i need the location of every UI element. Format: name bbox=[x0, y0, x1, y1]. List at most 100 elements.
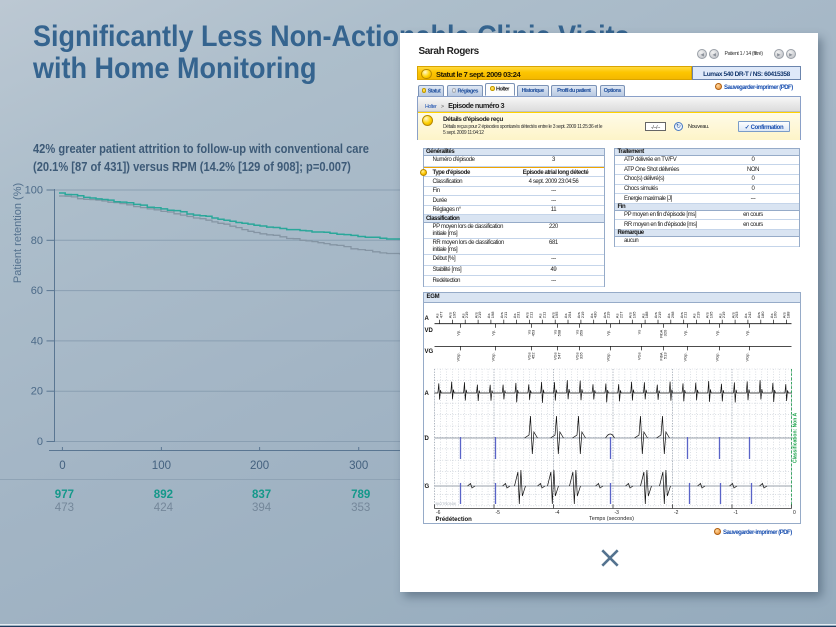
svg-text:Ars: Ars bbox=[473, 312, 478, 318]
svg-text:As: As bbox=[563, 314, 568, 319]
svg-text:Ars: Ars bbox=[524, 312, 529, 318]
svg-text:508: 508 bbox=[556, 329, 561, 336]
svg-text:Vp.: Vp. bbox=[455, 330, 460, 336]
svg-text:789: 789 bbox=[351, 489, 370, 501]
svg-text:219: 219 bbox=[695, 311, 700, 318]
svg-text:Temps (secondes): Temps (secondes) bbox=[589, 516, 634, 522]
svg-text:As: As bbox=[614, 314, 619, 319]
svg-text:452: 452 bbox=[530, 352, 535, 359]
svg-text:353: 353 bbox=[351, 502, 370, 514]
svg-text:359: 359 bbox=[578, 329, 583, 336]
svg-text:VGs: VGs bbox=[636, 352, 641, 360]
svg-text:-4: -4 bbox=[555, 510, 560, 516]
svg-text:Classification: Non A: Classification: Non A bbox=[792, 413, 798, 463]
svg-text:188: 188 bbox=[644, 311, 649, 318]
svg-text:180: 180 bbox=[759, 311, 764, 318]
svg-text:As: As bbox=[434, 314, 439, 319]
svg-text:Ars: Ars bbox=[678, 312, 683, 318]
svg-text:211: 211 bbox=[541, 311, 546, 318]
svg-text:198: 198 bbox=[489, 311, 494, 318]
svg-text:Ars: Ars bbox=[704, 312, 709, 318]
svg-text:195: 195 bbox=[554, 311, 559, 318]
svg-text:Vp.: Vp. bbox=[605, 330, 610, 336]
svg-text:326: 326 bbox=[578, 352, 583, 359]
svg-text:Ars: Ars bbox=[550, 312, 555, 318]
svg-text:Ars: Ars bbox=[730, 312, 735, 318]
svg-text:VGs: VGs bbox=[526, 352, 531, 360]
svg-text:As: As bbox=[640, 314, 645, 319]
svg-text:219: 219 bbox=[477, 311, 482, 318]
svg-text:231: 231 bbox=[515, 311, 520, 318]
svg-text:211: 211 bbox=[682, 311, 687, 318]
svg-text:219: 219 bbox=[721, 311, 726, 318]
svg-text:As: As bbox=[691, 314, 696, 319]
svg-text:219: 219 bbox=[605, 311, 610, 318]
svg-text:100: 100 bbox=[25, 185, 43, 197]
svg-text:VGp.: VGp. bbox=[744, 352, 749, 361]
svg-text:A: A bbox=[424, 316, 429, 322]
svg-text:60: 60 bbox=[31, 285, 43, 297]
svg-text:VGp.: VGp. bbox=[682, 352, 687, 361]
svg-text:227: 227 bbox=[618, 311, 623, 318]
svg-text:195: 195 bbox=[631, 311, 636, 318]
svg-text:As: As bbox=[717, 314, 722, 319]
svg-text:As: As bbox=[666, 314, 671, 319]
svg-text:195: 195 bbox=[451, 311, 456, 318]
svg-text:Ars: Ars bbox=[601, 312, 606, 318]
svg-text:188: 188 bbox=[785, 311, 790, 318]
svg-text:Vs: Vs bbox=[552, 330, 557, 335]
svg-text:-1: -1 bbox=[733, 510, 738, 516]
svg-text:211: 211 bbox=[528, 311, 533, 318]
svg-text:160: 160 bbox=[772, 311, 777, 318]
svg-text:100: 100 bbox=[152, 460, 171, 472]
svg-text:-3: -3 bbox=[614, 510, 619, 516]
svg-text:As: As bbox=[511, 314, 516, 319]
svg-text:298: 298 bbox=[669, 311, 674, 318]
svg-text:VGp.: VGp. bbox=[714, 352, 719, 361]
svg-text:20: 20 bbox=[31, 386, 43, 398]
svg-text:892: 892 bbox=[154, 489, 173, 501]
svg-text:Ars: Ars bbox=[447, 312, 452, 318]
svg-text:513: 513 bbox=[662, 352, 667, 359]
svg-text:-2: -2 bbox=[674, 510, 679, 516]
svg-text:219: 219 bbox=[657, 311, 662, 318]
svg-text:VGp.: VGp. bbox=[490, 352, 495, 361]
svg-text:VGp.: VGp. bbox=[455, 352, 460, 361]
svg-text:430: 430 bbox=[592, 311, 597, 318]
svg-text:254: 254 bbox=[567, 311, 572, 318]
svg-text:-5: -5 bbox=[495, 510, 500, 516]
svg-text:BIOTRONIK: BIOTRONIK bbox=[435, 502, 456, 506]
svg-text:837: 837 bbox=[252, 489, 271, 501]
svg-text:FibA: FibA bbox=[658, 329, 663, 338]
svg-text:40: 40 bbox=[31, 335, 43, 347]
svg-text:VGs: VGs bbox=[574, 352, 579, 360]
svg-text:Ars: Ars bbox=[781, 312, 786, 318]
svg-text:203: 203 bbox=[734, 311, 739, 318]
svg-text:Prédétection: Prédétection bbox=[435, 517, 472, 523]
svg-text:Ars: Ars bbox=[653, 312, 658, 318]
svg-text:As: As bbox=[743, 314, 748, 319]
svg-text:Ars: Ars bbox=[576, 312, 581, 318]
svg-text:Vs: Vs bbox=[636, 330, 641, 335]
svg-text:547: 547 bbox=[556, 352, 561, 359]
svg-text:453: 453 bbox=[530, 329, 535, 336]
svg-text:Ars: Ars bbox=[756, 312, 761, 318]
svg-text:200: 200 bbox=[250, 460, 269, 472]
svg-text:473: 473 bbox=[55, 502, 74, 514]
svg-text:Vs: Vs bbox=[574, 330, 579, 335]
svg-text:As: As bbox=[537, 314, 542, 319]
svg-text:Vp.: Vp. bbox=[744, 330, 749, 336]
svg-text:Vs: Vs bbox=[526, 330, 531, 335]
svg-text:Ars: Ars bbox=[627, 312, 632, 318]
svg-text:VD: VD bbox=[424, 328, 433, 334]
svg-text:Vp.: Vp. bbox=[490, 330, 495, 336]
svg-text:As: As bbox=[460, 314, 465, 319]
svg-text:VGp.: VGp. bbox=[605, 352, 610, 361]
svg-text:As: As bbox=[768, 314, 773, 319]
svg-text:219: 219 bbox=[579, 311, 584, 318]
svg-text:977: 977 bbox=[55, 489, 74, 501]
svg-text:219: 219 bbox=[464, 311, 469, 318]
svg-text:0: 0 bbox=[37, 436, 43, 448]
svg-text:Ars: Ars bbox=[499, 312, 504, 318]
svg-text:As: As bbox=[486, 314, 491, 319]
